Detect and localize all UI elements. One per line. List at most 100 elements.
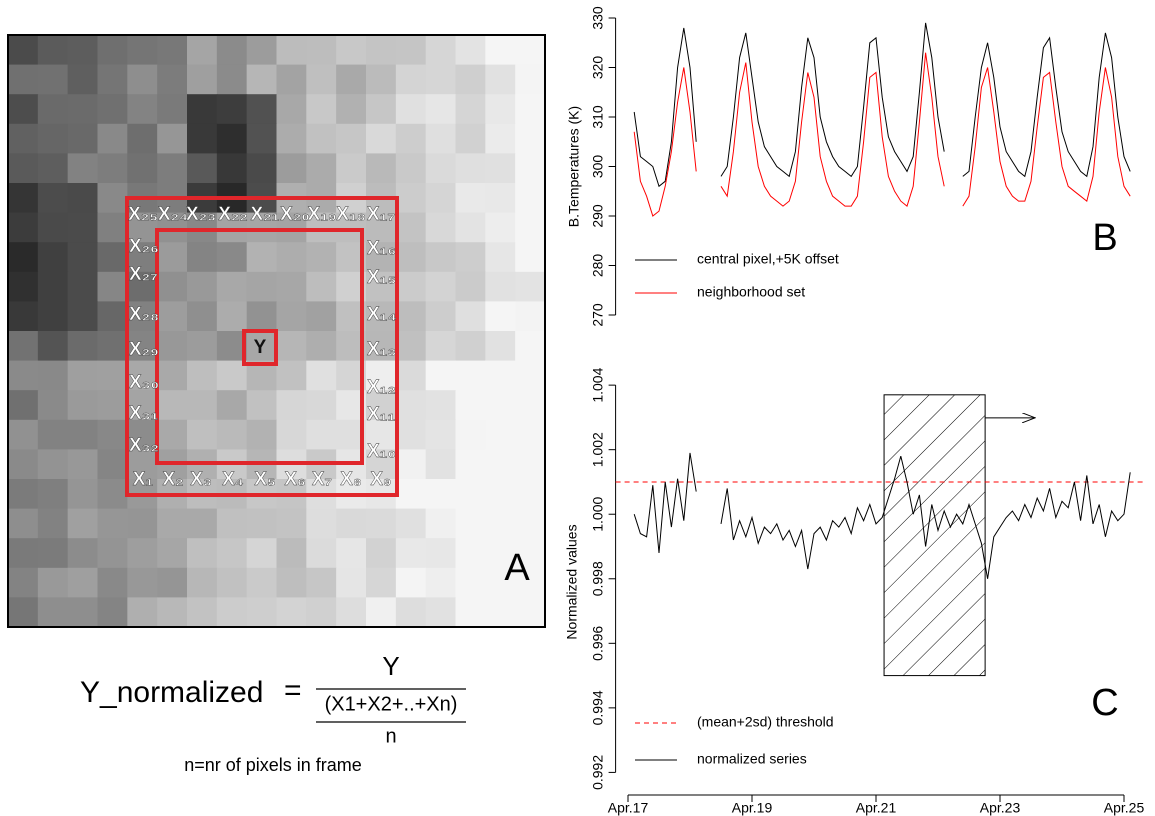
pixel-label: X₂₃ (186, 204, 216, 225)
pixel (336, 35, 366, 65)
pixel (515, 597, 545, 627)
pixel-label: X₈ (340, 469, 362, 490)
x-tick-label: Apr.25 (1104, 800, 1145, 816)
pixel (426, 242, 456, 272)
pixel (485, 213, 515, 243)
pixel (426, 35, 456, 65)
pixel (396, 65, 426, 95)
pixel (68, 35, 98, 65)
pixel (396, 331, 426, 361)
pixel (396, 390, 426, 420)
pixel (485, 65, 515, 95)
pixel (247, 597, 277, 627)
pixel (277, 331, 307, 361)
pixel (68, 538, 98, 568)
pixel (396, 568, 426, 598)
pixel (396, 301, 426, 331)
pixel (68, 65, 98, 95)
pixel (485, 361, 515, 391)
pixel (127, 597, 157, 627)
pixel (8, 509, 38, 539)
pixel (68, 331, 98, 361)
legend-label: normalized series (697, 751, 807, 767)
pixel (456, 568, 486, 598)
pixel (456, 538, 486, 568)
pixel (38, 213, 68, 243)
pixel (306, 390, 336, 420)
pixel (8, 35, 38, 65)
pixel (247, 301, 277, 331)
pixel (396, 272, 426, 302)
pixel (247, 35, 277, 65)
pixel (38, 124, 68, 154)
pixel (336, 94, 366, 124)
pixel (187, 242, 217, 272)
y-tick-label: 1.000 (589, 497, 605, 532)
pixel (157, 153, 187, 183)
pixel (217, 568, 247, 598)
y-tick-label: 310 (589, 105, 605, 129)
pixel (456, 509, 486, 539)
pixel (98, 65, 128, 95)
pixel (157, 94, 187, 124)
pixel (277, 94, 307, 124)
pixel (8, 153, 38, 183)
pixel (336, 124, 366, 154)
pixel (456, 153, 486, 183)
pixel (98, 35, 128, 65)
x-tick-label: Apr.21 (856, 800, 897, 816)
pixel (98, 213, 128, 243)
pixel (456, 420, 486, 450)
pixel (247, 390, 277, 420)
y-axis-label: B.Temperatures (K) (566, 106, 582, 227)
pixel (187, 124, 217, 154)
center-label: Y (254, 337, 267, 358)
pixel (277, 538, 307, 568)
pixel (396, 449, 426, 479)
pixel (426, 361, 456, 391)
pixel (68, 242, 98, 272)
pixel (98, 301, 128, 331)
y-tick-label: 290 (589, 204, 605, 228)
pixel (68, 124, 98, 154)
pixel (127, 509, 157, 539)
pixel (277, 420, 307, 450)
pixel-label: X₁₉ (307, 204, 336, 225)
pixel (485, 509, 515, 539)
panel-label: B (1092, 217, 1117, 259)
pixel (157, 538, 187, 568)
pixel (426, 331, 456, 361)
pixel-label: X₂₈ (129, 304, 159, 325)
pixel-label: X₁₈ (336, 204, 365, 225)
pixel (68, 94, 98, 124)
pixel (515, 509, 545, 539)
pixel-label: X₁₅ (367, 267, 396, 288)
pixel (187, 35, 217, 65)
pixel (8, 538, 38, 568)
pixel (98, 538, 128, 568)
pixel (68, 153, 98, 183)
pixel (485, 124, 515, 154)
formula-lhs: Y_normalized (80, 676, 263, 709)
pixel (306, 331, 336, 361)
y-tick-label: 0.998 (589, 561, 605, 596)
pixel (426, 420, 456, 450)
pixel (306, 124, 336, 154)
pixel (187, 538, 217, 568)
pixel (366, 597, 396, 627)
x-tick-label: Apr.19 (732, 800, 773, 816)
pixel (485, 183, 515, 213)
pixel (38, 65, 68, 95)
pixel (306, 35, 336, 65)
pixel-label: X₆ (284, 469, 305, 490)
pixel (456, 183, 486, 213)
pixel (396, 94, 426, 124)
pixel (157, 597, 187, 627)
pixel-label: X₁₇ (367, 204, 395, 225)
pixel (8, 242, 38, 272)
pixel (456, 597, 486, 627)
pixel (277, 35, 307, 65)
pixel (157, 361, 187, 391)
pixel-label: X₂₆ (129, 236, 159, 257)
pixel (38, 331, 68, 361)
